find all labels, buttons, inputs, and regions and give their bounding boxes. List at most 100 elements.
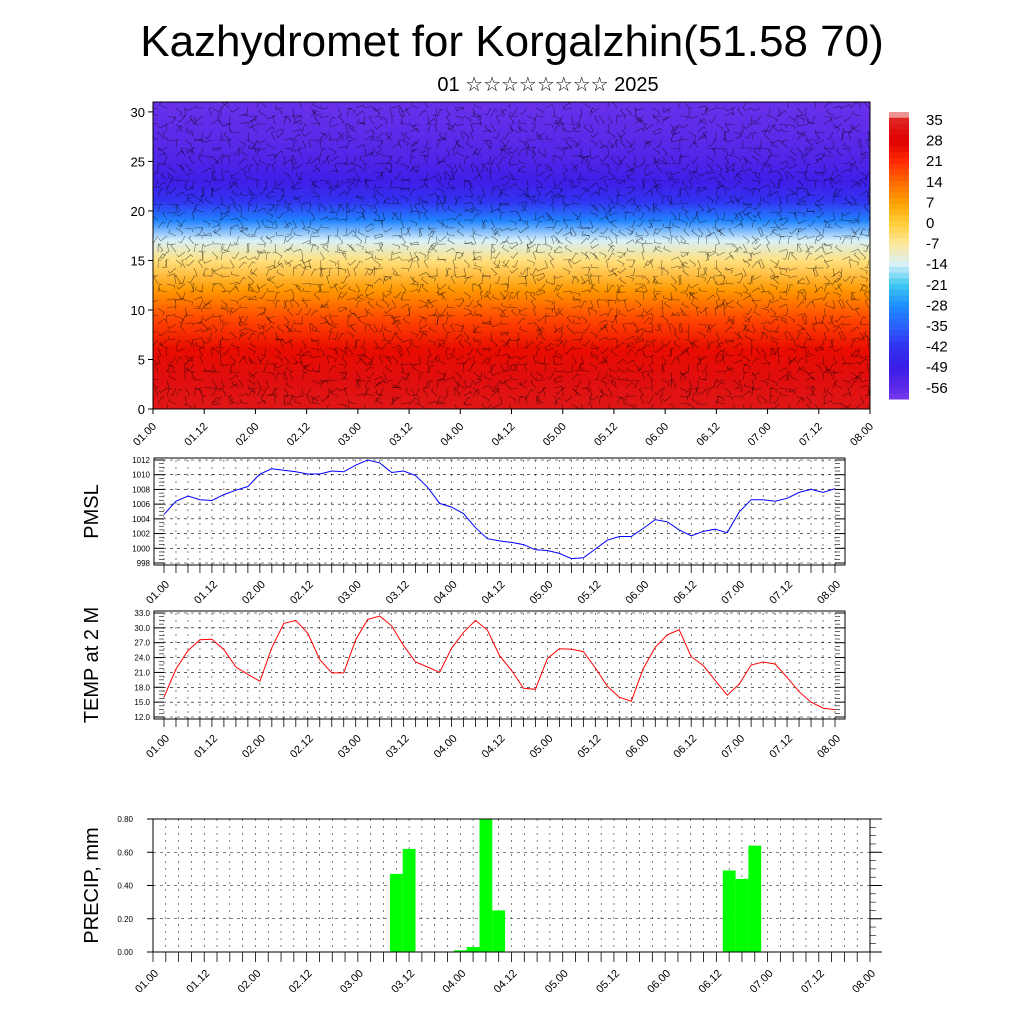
wind-barb [384, 326, 393, 333]
wind-barb [437, 400, 447, 405]
wind-barb [268, 203, 276, 212]
wind-barb [616, 163, 622, 173]
wind-barb [715, 163, 723, 172]
x-tick-label: 05.00 [543, 968, 571, 996]
wind-barb [519, 267, 528, 275]
wind-barb [752, 211, 762, 218]
wind-barb [742, 283, 749, 293]
wind-barb [628, 139, 636, 148]
wind-barb [555, 227, 564, 235]
wind-barb [179, 323, 186, 333]
wind-barb [247, 196, 256, 205]
colorbar-label: 35 [926, 112, 943, 129]
wind-barb [200, 339, 205, 349]
wind-barb [184, 227, 194, 233]
x-tick-label: 07.12 [799, 968, 827, 996]
wind-barb [769, 283, 778, 291]
wind-barb [456, 299, 465, 308]
wind-barb [418, 316, 426, 325]
wind-barb [519, 107, 528, 115]
wind-barb [158, 235, 168, 242]
wind-barb [182, 107, 186, 117]
wind-barb [175, 107, 183, 116]
wind-barb [770, 328, 780, 333]
wind-barb [412, 364, 420, 373]
wind-barb [178, 315, 186, 324]
wind-barb [600, 389, 609, 397]
wind-barb [778, 355, 782, 365]
wind-barb [517, 219, 527, 225]
wind-barb [502, 260, 510, 269]
wind-barb [724, 112, 734, 117]
wind-barb [544, 103, 554, 109]
wind-barb [346, 163, 356, 168]
x-tick-label: 08.00 [850, 968, 878, 996]
wind-barb [454, 251, 460, 261]
wind-barb [617, 131, 627, 139]
wind-barb [292, 119, 302, 125]
wind-barb [248, 327, 258, 333]
wind-barb [666, 195, 672, 205]
wind-barb [481, 395, 490, 403]
colorbar-segment [889, 192, 909, 199]
wind-barb [823, 219, 831, 228]
wind-barb [391, 355, 399, 364]
wind-barb [855, 307, 861, 317]
wind-barb [747, 275, 753, 285]
wind-barb [319, 131, 328, 139]
wind-barb [238, 327, 248, 333]
wind-barb [691, 228, 699, 237]
wind-barb [319, 243, 329, 249]
wind-barb [572, 330, 582, 334]
wind-barb [706, 176, 716, 181]
wind-barb [481, 219, 486, 229]
wind-barb [274, 395, 278, 404]
wind-barb [310, 379, 319, 386]
wind-barb [820, 355, 825, 365]
wind-barb [536, 387, 546, 395]
x-tick-label: 02.00 [236, 968, 264, 996]
wind-barb [832, 291, 841, 298]
wind-barb [158, 287, 168, 293]
wind-barb [470, 131, 474, 141]
wind-barb [835, 244, 843, 253]
wind-barb [472, 387, 480, 396]
wind-barb [301, 339, 307, 349]
wind-barb [670, 180, 679, 189]
wind-barb [646, 395, 654, 404]
wind-barb [202, 386, 212, 391]
wind-barb [863, 331, 870, 341]
wind-barb [238, 113, 248, 117]
wind-barb [346, 107, 355, 114]
wind-barb [272, 115, 276, 125]
colorbar-label: -56 [926, 380, 948, 397]
wind-barb [742, 315, 751, 323]
wind-barb [420, 197, 429, 205]
wind-barb [402, 316, 411, 325]
wind-barb [403, 227, 411, 236]
wind-barb [428, 299, 438, 304]
wind-barb [340, 275, 348, 284]
wind-barb [565, 236, 573, 245]
wind-barb [517, 396, 524, 405]
wind-barb [153, 122, 159, 125]
wind-barb [203, 339, 213, 345]
wind-barb [327, 179, 332, 189]
wind-barb [352, 339, 357, 349]
wind-barb [691, 292, 699, 301]
wind-barb [212, 187, 222, 193]
wind-barb [463, 331, 470, 341]
wind-barb [482, 347, 492, 351]
wind-barb [391, 319, 401, 325]
wind-barb [410, 123, 420, 128]
wind-barb [427, 147, 432, 157]
wind-barb [166, 283, 176, 289]
wind-barb [733, 403, 735, 409]
wind-barb [679, 115, 689, 120]
wind-barb [574, 363, 582, 372]
wind-barb [153, 212, 159, 221]
wind-barb [472, 163, 479, 173]
wind-barb [811, 299, 816, 309]
wind-barb [619, 276, 627, 285]
wind-barb [744, 131, 753, 140]
